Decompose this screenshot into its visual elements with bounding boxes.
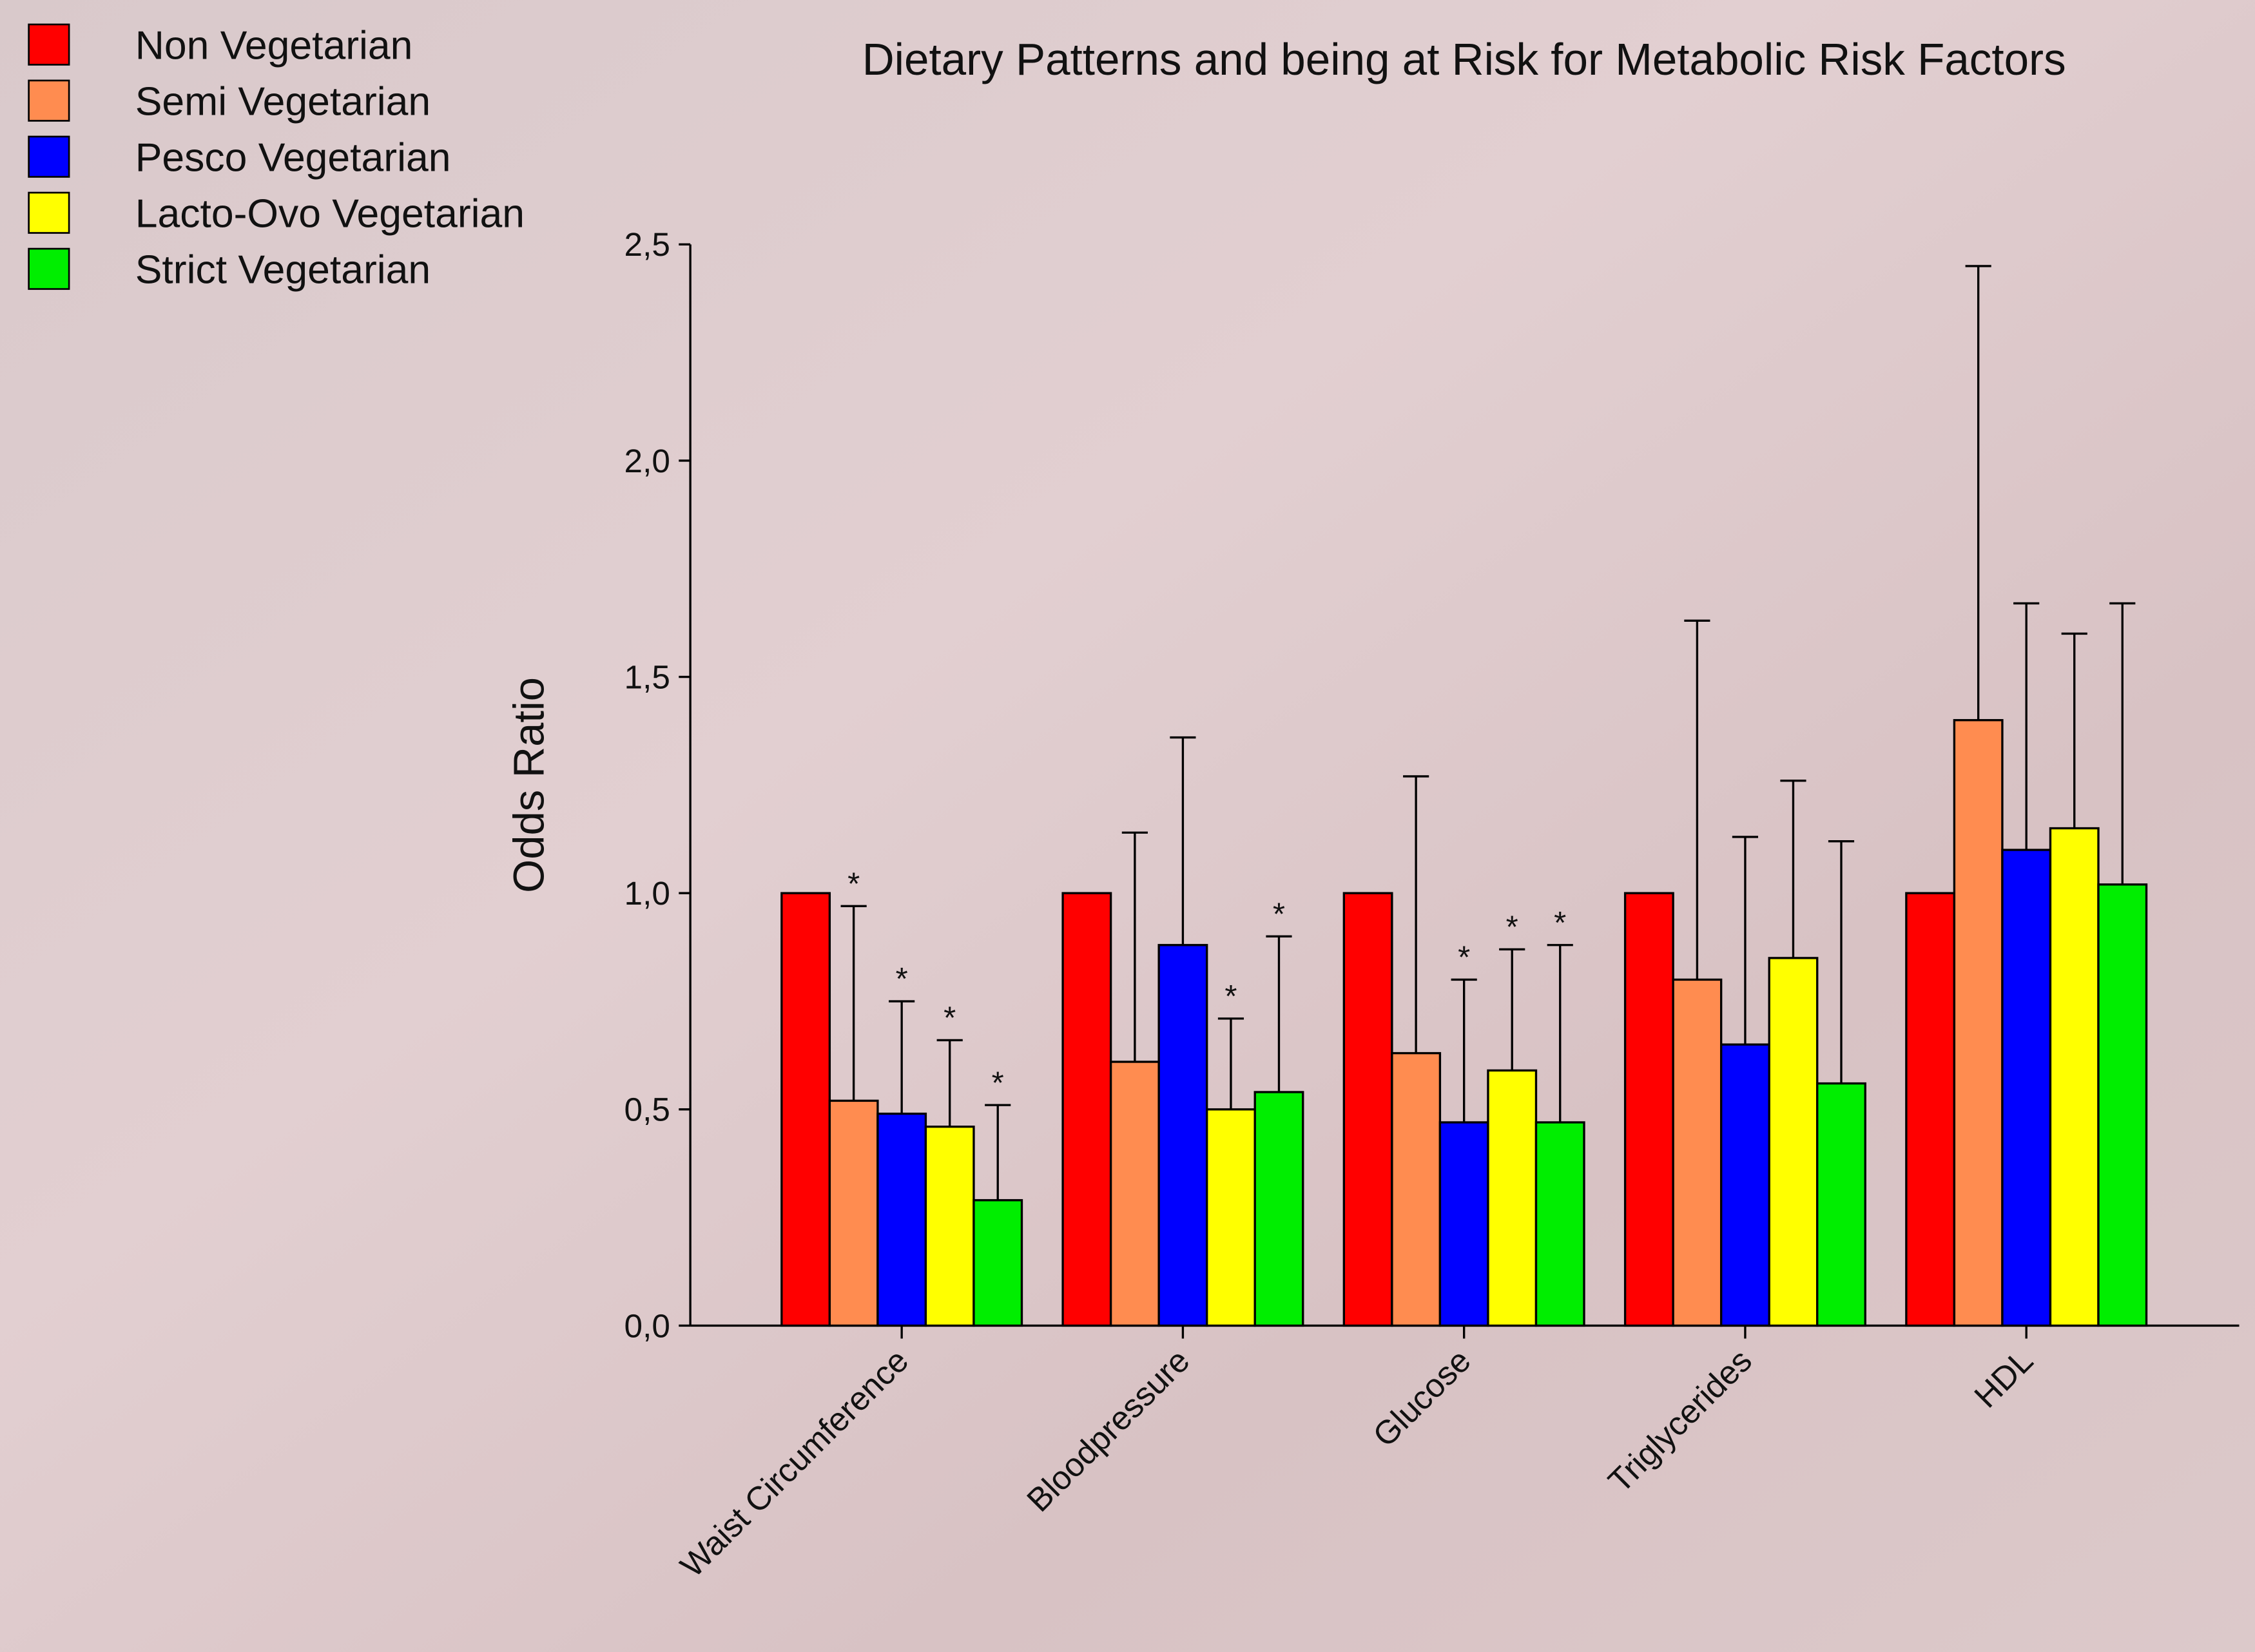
y-axis-label: Odds Ratio (505, 677, 554, 893)
significance-marker: * (944, 1001, 956, 1036)
legend-swatch (28, 79, 70, 122)
legend-swatch (28, 23, 70, 66)
legend-label: Semi Vegetarian (135, 79, 431, 124)
bar (2001, 849, 2052, 1327)
bar (1623, 892, 1674, 1327)
chart-title: Dietary Patterns and being at Risk for M… (862, 34, 2066, 84)
bar (780, 892, 831, 1327)
legend-swatch (28, 191, 70, 234)
bar (2097, 883, 2148, 1327)
bar (1391, 1052, 1442, 1327)
bar (876, 1112, 927, 1327)
y-tick-label: 0,0 (624, 1307, 670, 1344)
bar (1438, 1121, 1489, 1327)
y-tick-label: 0,5 (624, 1091, 670, 1128)
significance-marker: * (1273, 897, 1285, 932)
significance-marker: * (992, 1066, 1004, 1100)
bar (2049, 827, 2100, 1327)
legend-label: Lacto-Ovo Vegetarian (135, 191, 525, 236)
bar (1342, 892, 1393, 1327)
bar (828, 1099, 879, 1327)
legend-swatch (28, 247, 70, 290)
bar (1768, 957, 1819, 1327)
bar (1206, 1108, 1256, 1327)
legend-label: Pesco Vegetarian (135, 135, 451, 180)
legend-label: Strict Vegetarian (135, 247, 431, 293)
y-tick-label: 2,5 (624, 226, 670, 263)
bar (1719, 1043, 1770, 1327)
bar (1672, 978, 1723, 1327)
significance-marker: * (847, 867, 860, 901)
y-tick-label: 1,0 (624, 875, 670, 912)
legend-label: Non Vegetarian (135, 23, 413, 68)
bar (1905, 892, 1956, 1327)
bar (973, 1199, 1023, 1327)
legend-swatch (28, 135, 70, 178)
significance-marker: * (1458, 941, 1470, 975)
bar (1487, 1069, 1538, 1327)
y-tick-label: 1,5 (624, 658, 670, 695)
bar (1253, 1091, 1304, 1327)
bar (1157, 944, 1208, 1327)
significance-marker: * (1554, 906, 1566, 941)
bar (1953, 719, 2004, 1327)
bar (1534, 1121, 1585, 1327)
significance-marker: * (1224, 979, 1237, 1014)
bar (924, 1126, 975, 1327)
significance-marker: * (896, 962, 908, 997)
y-tick-label: 2,0 (624, 443, 670, 479)
bar (1061, 892, 1112, 1327)
bar (1109, 1061, 1160, 1327)
bar (1816, 1082, 1866, 1327)
significance-marker: * (1506, 910, 1518, 945)
